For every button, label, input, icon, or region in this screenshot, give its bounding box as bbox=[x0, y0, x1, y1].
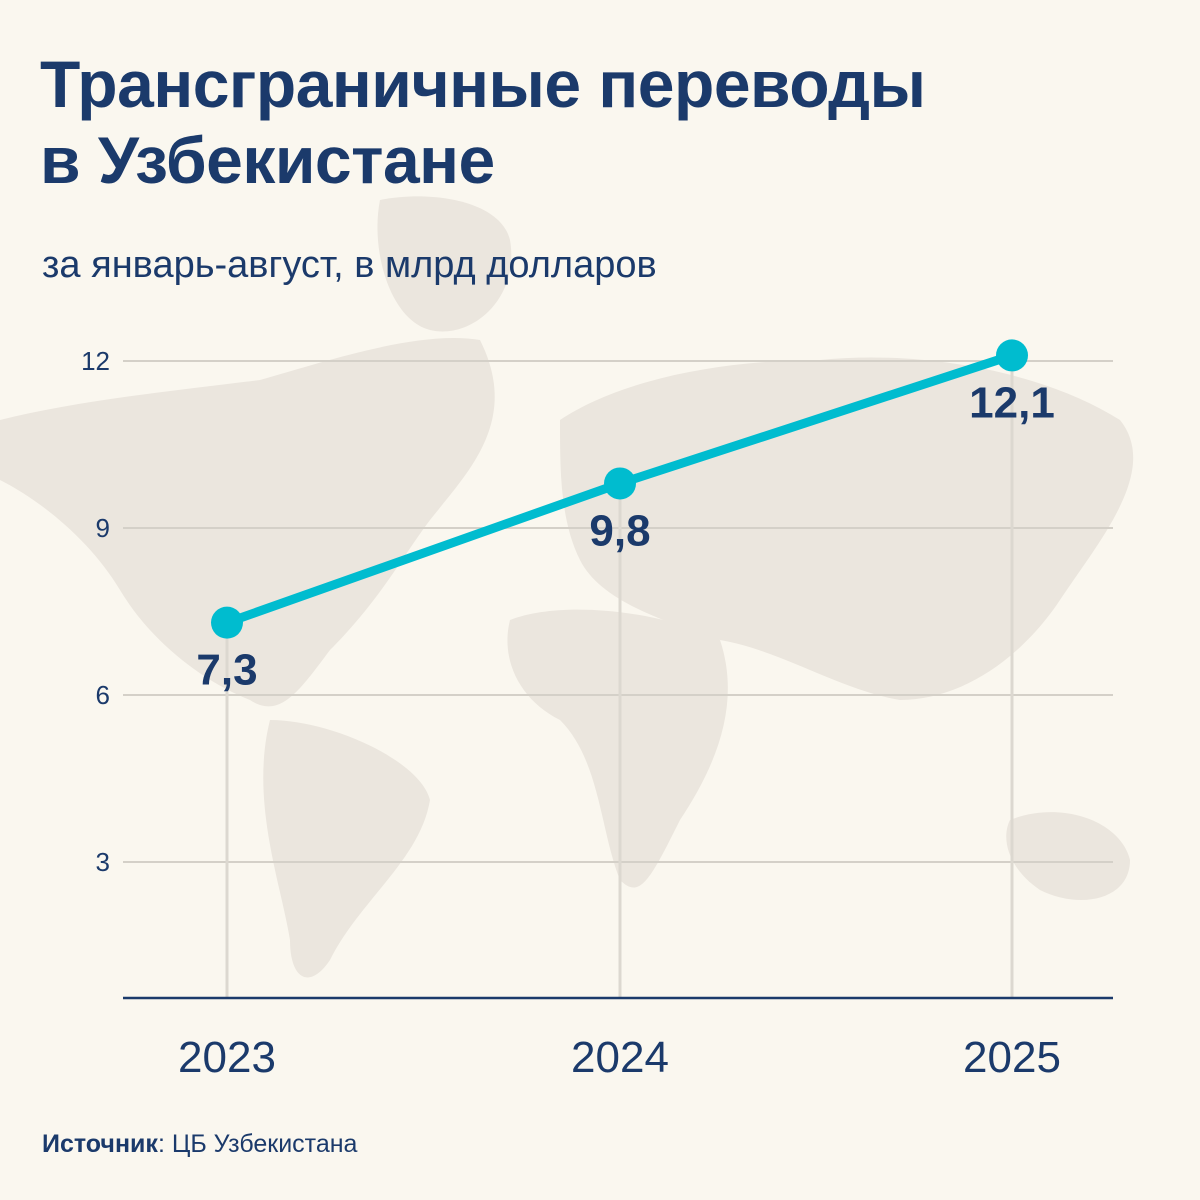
x-tick-label: 2025 bbox=[963, 1033, 1061, 1082]
title-line-1: Трансграничные переводы bbox=[40, 47, 926, 121]
data-point bbox=[211, 606, 243, 639]
title-line-2: в Узбекистане bbox=[40, 123, 495, 197]
data-point bbox=[996, 339, 1028, 372]
chart-title: Трансграничные переводы в Узбекистане bbox=[40, 46, 926, 198]
x-tick-label: 2024 bbox=[571, 1033, 669, 1082]
source-label: Источник bbox=[42, 1130, 158, 1158]
y-tick-label: 3 bbox=[96, 847, 110, 877]
y-tick-label: 6 bbox=[96, 680, 110, 710]
data-label: 12,1 bbox=[969, 378, 1055, 427]
source-note: Источник: ЦБ Узбекистана bbox=[42, 1130, 357, 1159]
x-tick-label: 2023 bbox=[178, 1033, 276, 1082]
source-value: : ЦБ Узбекистана bbox=[157, 1130, 358, 1158]
data-label: 9,8 bbox=[589, 506, 650, 555]
chart-subtitle: за январь-август, в млрд долларов bbox=[42, 244, 657, 286]
data-label: 7,3 bbox=[196, 646, 257, 695]
data-point bbox=[604, 467, 636, 500]
y-tick-label: 12 bbox=[81, 346, 110, 376]
y-tick-label: 9 bbox=[96, 513, 110, 543]
